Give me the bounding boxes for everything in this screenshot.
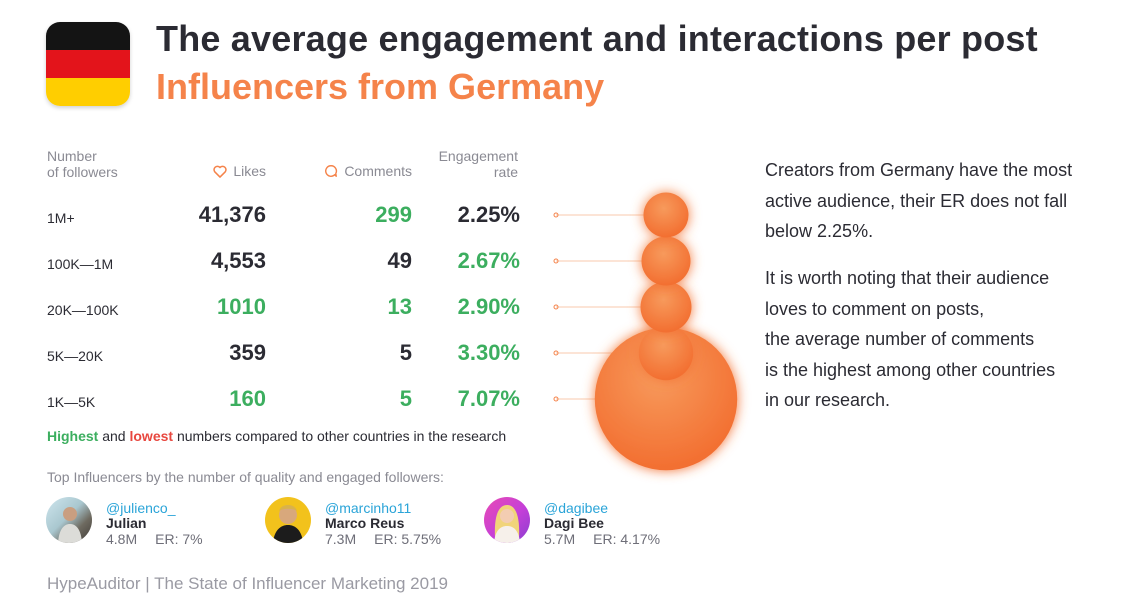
row-likes: 1010	[217, 294, 266, 319]
highlight-legend: Highest and lowest numbers compared to o…	[47, 428, 506, 444]
page-title: The average engagement and interactions …	[156, 18, 1038, 59]
row-followers: 5K—20K	[47, 348, 104, 364]
influencer-handle[interactable]: @dagibee	[544, 500, 609, 516]
row-er: 2.67%	[457, 248, 520, 273]
influencer-stats: 5.7M ER: 4.17%	[544, 531, 660, 547]
influencer-name: Dagi Bee	[544, 515, 604, 531]
row-er: 3.30%	[457, 340, 520, 365]
influencer-followers: 7.3M	[325, 531, 357, 547]
er-bubble	[641, 236, 691, 286]
er-bubble	[638, 325, 694, 381]
table-row: 1M+ 41,376 299 2.25%	[0, 202, 530, 232]
row-likes: 4,553	[210, 248, 266, 273]
row-comments: 13	[387, 294, 412, 319]
influencer-followers: 4.8M	[106, 531, 138, 547]
header-comments: Comments	[300, 163, 412, 179]
bubble-connector-dot	[553, 396, 559, 402]
influencer-followers: 5.7M	[544, 531, 576, 547]
row-likes: 160	[229, 386, 266, 411]
description-paragraph-2: It is worth noting that their audience l…	[765, 263, 1105, 416]
influencer-stats: 4.8M ER: 7%	[106, 531, 203, 547]
bubble-connector-dot	[553, 258, 559, 264]
er-bubble	[594, 327, 738, 471]
header-er-label: Engagement rate	[438, 148, 518, 180]
row-er: 2.90%	[457, 294, 520, 319]
influencer-card[interactable]: @julienco_ Julian 4.8M ER: 7%	[46, 497, 266, 547]
page-subtitle: Influencers from Germany	[156, 66, 605, 107]
row-likes: 41,376	[198, 202, 266, 227]
row-likes: 359	[229, 340, 266, 365]
germany-flag-icon	[46, 22, 130, 106]
row-comments: 5	[399, 340, 412, 365]
legend-and: and	[98, 428, 130, 444]
row-followers: 1M+	[47, 210, 75, 226]
avatar[interactable]	[265, 497, 311, 543]
influencer-name: Marco Reus	[325, 515, 405, 531]
person-avatar-icon	[273, 505, 303, 543]
bubble-connector-dot	[553, 304, 559, 310]
header-engagement-rate: Engagement rate	[410, 148, 518, 180]
table-row: 5K—20K 359 5 3.30%	[0, 340, 530, 370]
description-line: It is worth noting that their audience	[765, 268, 1050, 288]
bubble-connector-dot	[553, 212, 559, 218]
legend-rest: numbers compared to other countries in t…	[173, 428, 507, 444]
influencer-card[interactable]: @marcinho11 Marco Reus 7.3M ER: 5.75%	[265, 497, 485, 547]
comment-bubble-icon	[325, 165, 338, 177]
table-row: 1K—5K 160 5 7.07%	[0, 386, 530, 416]
table-row: 20K—100K 1010 13 2.90%	[0, 294, 530, 324]
footer-source: HypeAuditor | The State of Influencer Ma…	[47, 574, 449, 593]
influencer-card[interactable]: @dagibee Dagi Bee 5.7M ER: 4.17%	[484, 497, 704, 547]
header-followers-label: Number of followers	[47, 148, 118, 180]
influencer-handle[interactable]: @marcinho11	[325, 500, 412, 516]
heart-icon	[213, 165, 227, 178]
table-row: 100K—1M 4,553 49 2.67%	[0, 248, 530, 278]
row-comments: 49	[387, 248, 412, 273]
influencer-er: ER: 4.17%	[593, 531, 661, 547]
description-line: the average number of comments	[765, 329, 1035, 349]
row-followers: 1K—5K	[47, 394, 96, 410]
row-comments: 299	[375, 202, 412, 227]
er-bubble	[643, 192, 689, 238]
flag-stripe-gold	[46, 78, 130, 106]
top-influencers-title: Top Influencers by the number of quality…	[47, 469, 444, 485]
influencer-stats: 7.3M ER: 5.75%	[325, 531, 441, 547]
person-avatar-icon	[494, 505, 520, 543]
influencer-handle[interactable]: @julienco_	[106, 500, 176, 516]
er-bubble-chart	[553, 192, 738, 471]
avatar[interactable]	[484, 497, 530, 543]
influencer-name: Julian	[106, 515, 147, 531]
row-er: 2.25%	[457, 202, 520, 227]
description-line: in our research.	[765, 390, 891, 410]
flag-stripe-red	[46, 50, 130, 78]
row-comments: 5	[399, 386, 412, 411]
person-avatar-icon	[58, 507, 82, 543]
header-comments-label: Comments	[344, 163, 412, 179]
bubble-connector-dot	[553, 350, 559, 356]
row-er: 7.07%	[457, 386, 520, 411]
description-paragraph-1: Creators from Germany have the most acti…	[765, 160, 1073, 241]
influencer-er: ER: 5.75%	[374, 531, 442, 547]
header-likes-label: Likes	[233, 163, 266, 179]
flag-stripe-black	[46, 22, 130, 50]
legend-lowest: lowest	[129, 428, 174, 444]
legend-highest: Highest	[47, 428, 99, 444]
row-followers: 20K—100K	[47, 302, 119, 318]
row-followers: 100K—1M	[47, 256, 114, 272]
description-line: loves to comment on posts,	[765, 298, 985, 319]
description-line: is the highest among other countries	[765, 359, 1056, 380]
influencer-er: ER: 7%	[155, 531, 203, 547]
header-likes: Likes	[186, 163, 266, 179]
header-followers: Number of followers	[47, 148, 157, 180]
er-bubble	[640, 281, 692, 333]
avatar[interactable]	[46, 497, 92, 543]
